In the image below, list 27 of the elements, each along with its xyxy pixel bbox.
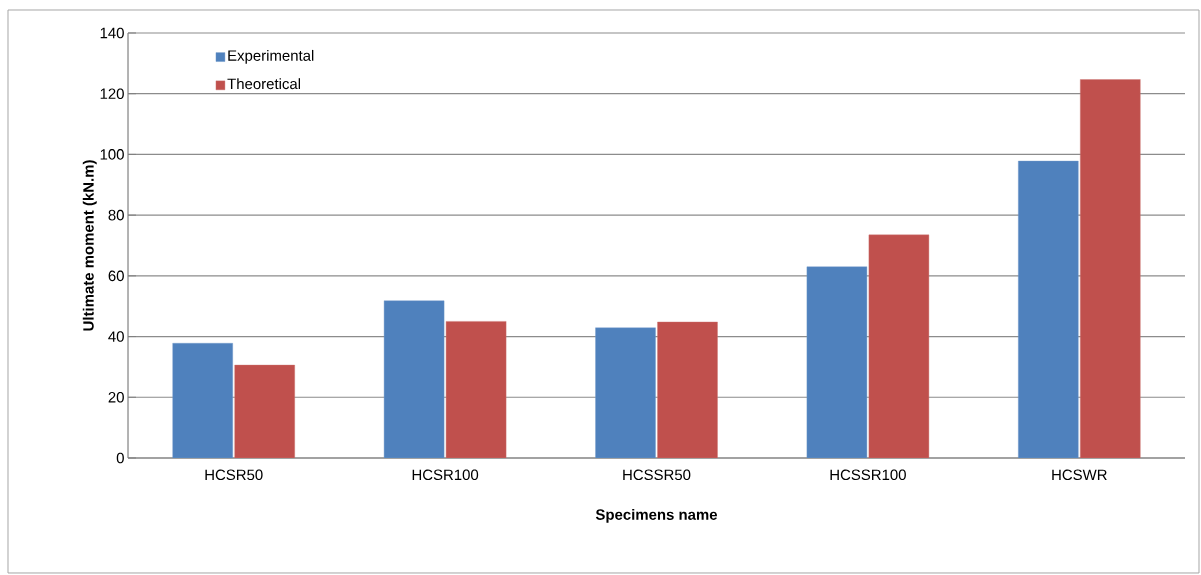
x-axis-title: Specimens name bbox=[595, 508, 718, 523]
bar bbox=[595, 327, 656, 458]
bar bbox=[234, 364, 295, 458]
x-tick-label: HCSSR100 bbox=[830, 469, 906, 481]
bar bbox=[1080, 79, 1141, 458]
bar bbox=[383, 300, 445, 458]
legend-label: Theoretical bbox=[227, 78, 301, 90]
y-tick-label: 120 bbox=[100, 88, 124, 99]
bar bbox=[1018, 160, 1079, 458]
y-axis-title: Ultimate moment (kN.m) bbox=[82, 160, 97, 331]
y-tick-label: 40 bbox=[108, 331, 124, 342]
x-tick-label: HCSSR50 bbox=[623, 469, 691, 481]
bar bbox=[806, 266, 868, 458]
y-tick-label: 80 bbox=[108, 209, 124, 221]
y-tick-label: 60 bbox=[108, 270, 124, 282]
x-tick-label: HCSWR bbox=[1052, 469, 1107, 481]
y-tick-label: 0 bbox=[116, 452, 124, 464]
y-tick-label: 100 bbox=[100, 149, 124, 160]
bar bbox=[657, 321, 718, 458]
x-tick-label: HCSR50 bbox=[205, 469, 263, 481]
y-tick-label: 20 bbox=[108, 391, 124, 403]
bar bbox=[172, 343, 233, 458]
bar bbox=[868, 234, 930, 458]
y-tick-label: 140 bbox=[100, 27, 124, 39]
bar bbox=[445, 321, 507, 458]
legend-label: Experimental bbox=[228, 49, 314, 64]
x-tick-label: HCSR100 bbox=[412, 469, 479, 481]
